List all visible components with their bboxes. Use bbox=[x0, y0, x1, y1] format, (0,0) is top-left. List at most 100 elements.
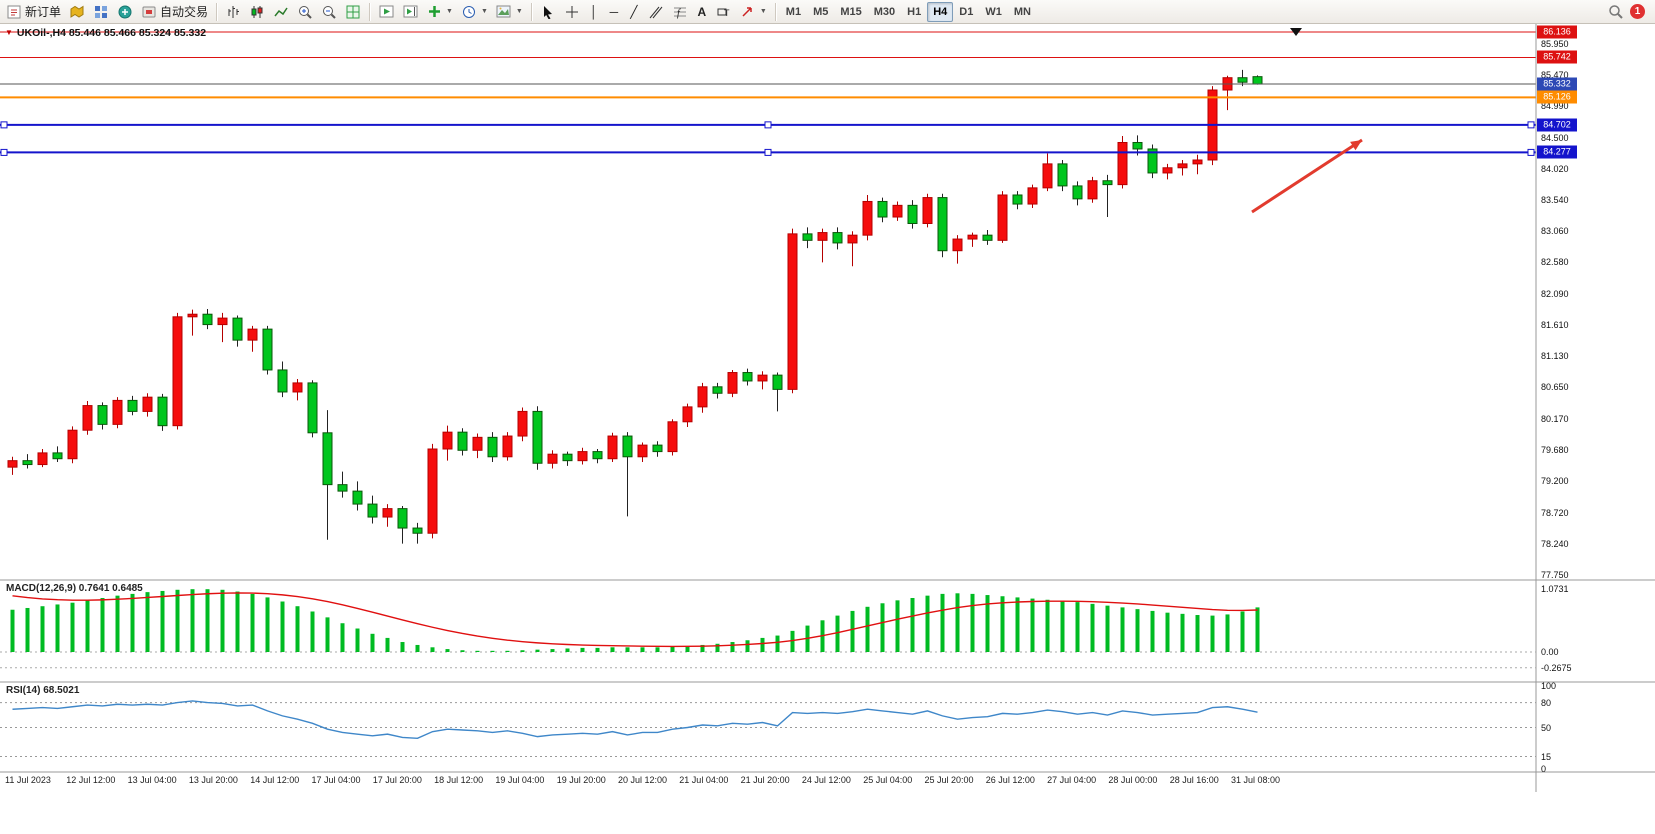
time-label: 11 Jul 2023 bbox=[5, 775, 51, 785]
vertical-line-icon: │ bbox=[590, 4, 598, 19]
channel-tool-button[interactable] bbox=[644, 1, 668, 22]
search-icon[interactable] bbox=[1607, 4, 1623, 20]
periods-button[interactable]: ▼ bbox=[457, 1, 492, 22]
main-toolbar: 新订单 自动交易 bbox=[0, 0, 1655, 24]
dropdown-caret-icon: ▼ bbox=[480, 8, 488, 15]
line-handle[interactable] bbox=[0, 148, 8, 156]
time-label: 26 Jul 12:00 bbox=[985, 775, 1035, 785]
trendline-icon: ╱ bbox=[630, 4, 638, 19]
zoom-in-icon bbox=[297, 4, 313, 20]
chart-canvas[interactable] bbox=[0, 24, 1655, 834]
line-handle[interactable] bbox=[764, 148, 772, 156]
macd-histogram bbox=[10, 589, 1260, 652]
profile-icon bbox=[69, 4, 85, 20]
toolbar-separator bbox=[530, 2, 532, 21]
text-tool-button[interactable]: A bbox=[692, 1, 712, 22]
zoom-out-button[interactable] bbox=[317, 1, 341, 22]
data-window-icon bbox=[117, 4, 133, 20]
line-handle[interactable] bbox=[0, 121, 8, 129]
add-indicator-button[interactable]: ▼ bbox=[422, 1, 457, 22]
market-watch-button[interactable] bbox=[89, 1, 113, 22]
time-label: 12 Jul 12:00 bbox=[66, 775, 116, 785]
timeframe-h4-button[interactable]: H4 bbox=[927, 1, 954, 22]
time-label: 21 Jul 04:00 bbox=[679, 775, 729, 785]
tile-windows-icon bbox=[345, 4, 361, 20]
fibonacci-icon: f bbox=[672, 4, 688, 20]
arrow-tool-icon bbox=[740, 4, 756, 20]
tile-windows-button[interactable] bbox=[341, 1, 365, 22]
time-label: 17 Jul 04:00 bbox=[311, 775, 361, 785]
timeframe-d1-button[interactable]: D1 bbox=[953, 2, 979, 22]
fibonacci-tool-button[interactable]: f bbox=[668, 1, 692, 22]
arrow-annotation[interactable] bbox=[1251, 138, 1363, 214]
bar-chart-button[interactable] bbox=[221, 1, 245, 22]
time-axis[interactable]: 11 Jul 2023 12 Jul 12:00 13 Jul 04:00 13 Ju… bbox=[0, 24, 1655, 834]
chart-shift-icon bbox=[402, 4, 418, 20]
auto-scroll-button[interactable] bbox=[374, 1, 398, 22]
toolbar-separator bbox=[369, 2, 371, 21]
bar-chart-icon bbox=[225, 4, 241, 20]
shapes-tool-button[interactable]: T bbox=[712, 1, 736, 22]
channel-icon bbox=[648, 4, 664, 20]
timeframe-w1-button[interactable]: W1 bbox=[979, 2, 1008, 22]
shapes-icon: T bbox=[716, 4, 732, 20]
line-handle[interactable] bbox=[1527, 121, 1535, 129]
line-chart-icon bbox=[273, 4, 289, 20]
zoom-in-button[interactable] bbox=[293, 1, 317, 22]
timeframe-h1-button[interactable]: H1 bbox=[901, 2, 927, 22]
templates-button[interactable]: ▼ bbox=[492, 1, 527, 22]
timeframe-m1-button[interactable]: M1 bbox=[780, 2, 807, 22]
template-icon bbox=[496, 4, 512, 20]
notification-badge[interactable]: 1 bbox=[1630, 4, 1645, 19]
line-chart-button[interactable] bbox=[269, 1, 293, 22]
add-indicator-icon bbox=[426, 4, 442, 20]
chart-shift-button[interactable] bbox=[398, 1, 422, 22]
timeframe-m5-button[interactable]: M5 bbox=[807, 2, 834, 22]
dropdown-caret-icon: ▼ bbox=[759, 8, 767, 15]
time-label: 18 Jul 12:00 bbox=[434, 775, 484, 785]
timeframe-m15-button[interactable]: M15 bbox=[834, 2, 867, 22]
crosshair-icon bbox=[564, 4, 580, 20]
vertical-line-tool-button[interactable]: │ bbox=[584, 1, 604, 22]
auto-trading-button[interactable]: 自动交易 bbox=[137, 1, 212, 22]
auto-scroll-icon bbox=[378, 4, 394, 20]
profiles-button[interactable] bbox=[65, 1, 89, 22]
macd-label: MACD(12,26,9) 0.7641 0.6485 bbox=[6, 583, 143, 594]
symbol-marker-icon: ▼ bbox=[5, 28, 13, 37]
time-label: 19 Jul 20:00 bbox=[556, 775, 606, 785]
time-label: 27 Jul 04:00 bbox=[1047, 775, 1097, 785]
time-label: 20 Jul 12:00 bbox=[618, 775, 668, 785]
toolbar-right-group: 1 bbox=[1607, 4, 1653, 20]
svg-text:f: f bbox=[677, 8, 681, 19]
data-window-button[interactable] bbox=[113, 1, 137, 22]
timeframe-m30-button[interactable]: M30 bbox=[868, 2, 901, 22]
text-icon: A bbox=[697, 4, 707, 19]
line-handle[interactable] bbox=[1527, 148, 1535, 156]
chart-shift-marker-icon[interactable] bbox=[1290, 28, 1302, 36]
candlestick-chart-button[interactable] bbox=[245, 1, 269, 22]
cursor-icon bbox=[540, 4, 556, 20]
cursor-tool-button[interactable] bbox=[536, 1, 560, 22]
chart-title-text: UKOil-,H4 85.446 85.466 85.324 85.332 bbox=[16, 27, 207, 39]
time-label: 25 Jul 04:00 bbox=[863, 775, 913, 785]
crosshair-tool-button[interactable] bbox=[560, 1, 584, 22]
clock-icon bbox=[461, 4, 477, 20]
trendline-tool-button[interactable]: ╱ bbox=[624, 1, 644, 22]
chart-window: ▼ UKOil-,H4 85.446 85.466 85.324 85.332 … bbox=[0, 24, 1655, 834]
market-watch-icon bbox=[93, 4, 109, 20]
toolbar-separator bbox=[774, 2, 776, 21]
auto-trading-icon bbox=[141, 4, 157, 20]
horizontal-line-tool-button[interactable]: ─ bbox=[604, 1, 624, 22]
rsi-line bbox=[12, 700, 1258, 739]
time-label: 17 Jul 20:00 bbox=[372, 775, 422, 785]
time-label: 13 Jul 20:00 bbox=[188, 775, 238, 785]
line-handle[interactable] bbox=[764, 121, 772, 129]
zoom-out-icon bbox=[321, 4, 337, 20]
new-order-button[interactable]: 新订单 bbox=[2, 1, 65, 22]
time-label: 25 Jul 20:00 bbox=[924, 775, 974, 785]
time-label: 28 Jul 16:00 bbox=[1169, 775, 1219, 785]
rsi-label: RSI(14) 68.5021 bbox=[6, 685, 80, 696]
timeframe-mn-button[interactable]: MN bbox=[1008, 2, 1037, 22]
dropdown-caret-icon: ▼ bbox=[515, 8, 523, 15]
arrows-tool-button[interactable]: ▼ bbox=[736, 1, 771, 22]
